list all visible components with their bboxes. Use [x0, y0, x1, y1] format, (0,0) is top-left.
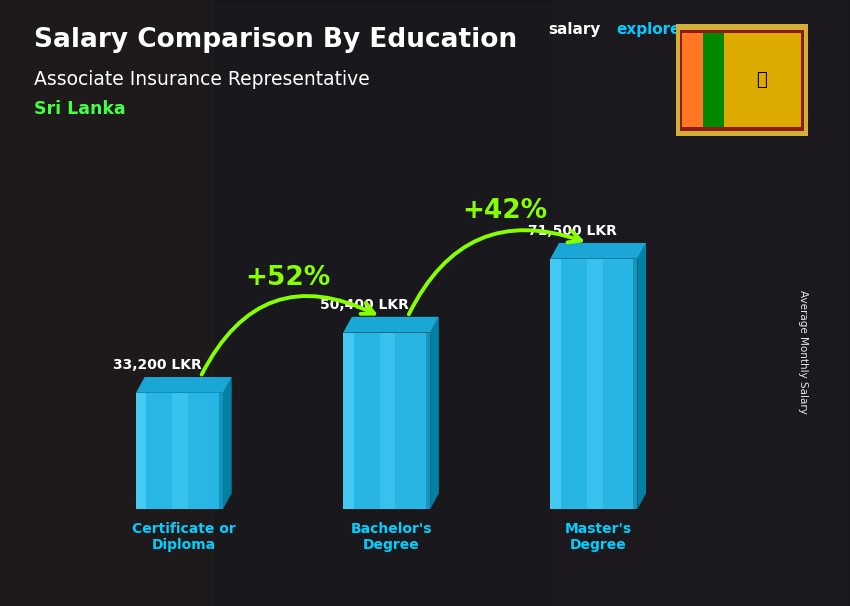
Text: 71,500 LKR: 71,500 LKR	[528, 224, 616, 238]
Bar	[218, 393, 223, 509]
Text: 50,400 LKR: 50,400 LKR	[320, 298, 410, 312]
Text: Bachelor's
Degree: Bachelor's Degree	[350, 522, 432, 552]
Text: +42%: +42%	[462, 198, 547, 224]
Bar	[136, 393, 146, 509]
Polygon shape	[223, 377, 232, 509]
Polygon shape	[638, 243, 646, 509]
Bar	[343, 333, 430, 509]
Bar	[136, 393, 223, 509]
Bar	[586, 259, 603, 509]
Bar	[343, 333, 354, 509]
Bar	[550, 259, 638, 509]
Text: Average Monthly Salary: Average Monthly Salary	[798, 290, 808, 413]
Bar	[0, 0, 212, 606]
Text: 🦁: 🦁	[756, 72, 767, 89]
Bar	[552, 0, 850, 606]
Bar	[550, 259, 561, 509]
Bar	[633, 259, 638, 509]
Bar	[173, 393, 188, 509]
Bar	[724, 33, 801, 127]
Bar	[380, 333, 395, 509]
Text: +52%: +52%	[245, 265, 330, 291]
Text: Certificate or
Diploma: Certificate or Diploma	[132, 522, 235, 552]
Text: .com: .com	[704, 22, 745, 38]
Polygon shape	[343, 317, 439, 333]
Polygon shape	[430, 317, 439, 509]
Bar	[426, 333, 430, 509]
Polygon shape	[550, 243, 646, 259]
Text: Master's
Degree: Master's Degree	[564, 522, 632, 552]
Bar	[683, 33, 704, 127]
Text: 33,200 LKR: 33,200 LKR	[113, 358, 202, 372]
Polygon shape	[136, 377, 232, 393]
Bar	[704, 33, 724, 127]
Text: Sri Lanka: Sri Lanka	[34, 100, 126, 118]
Text: Salary Comparison By Education: Salary Comparison By Education	[34, 27, 517, 53]
Text: salary: salary	[548, 22, 601, 38]
Text: explorer: explorer	[616, 22, 689, 38]
Text: Associate Insurance Representative: Associate Insurance Representative	[34, 70, 370, 88]
